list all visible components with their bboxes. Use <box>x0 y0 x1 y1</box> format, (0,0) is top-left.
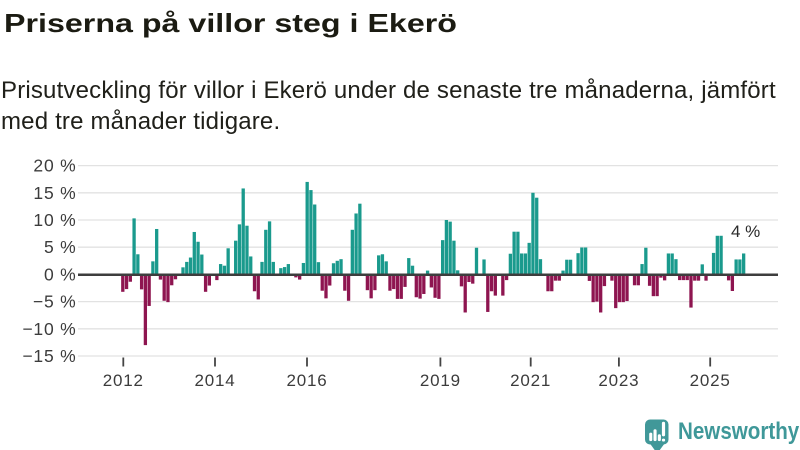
svg-text:−10 %: −10 % <box>22 319 76 339</box>
svg-text:2012: 2012 <box>103 371 144 390</box>
svg-text:4 %: 4 % <box>731 222 760 241</box>
svg-text:2019: 2019 <box>420 371 461 390</box>
svg-text:−15 %: −15 % <box>22 346 76 366</box>
svg-text:2023: 2023 <box>598 371 639 390</box>
svg-text:10 %: 10 % <box>33 210 76 230</box>
svg-text:15 %: 15 % <box>33 183 76 203</box>
svg-text:5 %: 5 % <box>44 237 77 257</box>
svg-text:0 %: 0 % <box>44 264 77 284</box>
svg-text:2016: 2016 <box>286 371 327 390</box>
svg-text:2021: 2021 <box>510 371 551 390</box>
svg-text:2014: 2014 <box>194 371 235 390</box>
svg-text:20 %: 20 % <box>33 156 76 176</box>
svg-text:2025: 2025 <box>690 371 731 390</box>
svg-text:−5 %: −5 % <box>33 292 77 312</box>
